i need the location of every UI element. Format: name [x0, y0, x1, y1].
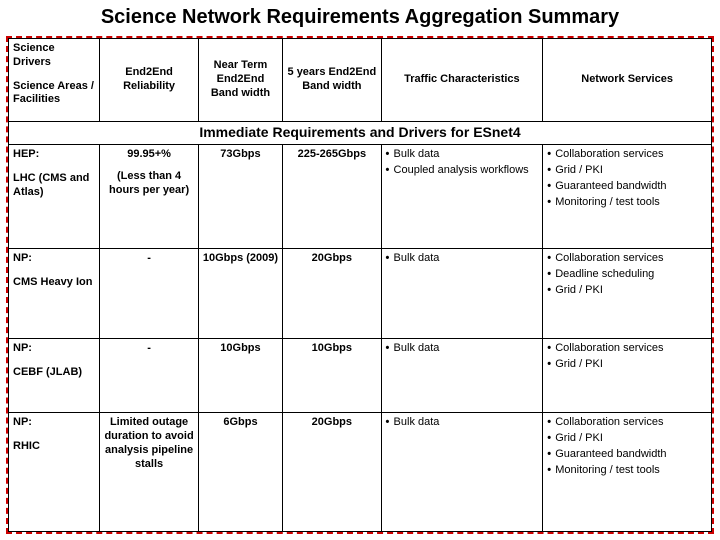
- service-item: Guaranteed bandwidth: [547, 180, 707, 194]
- service-item: Collaboration services: [547, 148, 707, 162]
- five-years-cell: 20Gbps: [283, 413, 381, 532]
- driver-category: NP:: [13, 252, 32, 264]
- service-item: Collaboration services: [547, 342, 707, 356]
- table-row: NP: CMS Heavy Ion-10Gbps (2009)20Gbps Bulk…: [9, 249, 712, 339]
- traffic-item: Bulk data: [386, 148, 539, 162]
- traffic-cell: Bulk data Coupled analysis workflows: [381, 145, 543, 249]
- reliability-value: -: [104, 252, 193, 266]
- header-five-years: 5 years End2End Band width: [283, 39, 381, 122]
- reliability-cell: Limited outage duration to avoid analysi…: [100, 413, 198, 532]
- services-cell: Collaboration services Grid / PKI Guarante…: [543, 413, 712, 532]
- header-services: Network Services: [543, 39, 712, 122]
- header-row: Science Drivers Science Areas / Faciliti…: [9, 39, 712, 122]
- reliability-cell: 99.95+% (Less than 4 hours per year): [100, 145, 198, 249]
- drivers-cell: NP: CMS Heavy Ion: [9, 249, 100, 339]
- reliability-value: -: [104, 342, 193, 356]
- page-title: Science Network Requirements Aggregation…: [0, 0, 720, 33]
- services-cell: Collaboration services Deadline schedulin…: [543, 249, 712, 339]
- services-cell: Collaboration services Grid / PKI: [543, 339, 712, 413]
- reliability-cell: -: [100, 249, 198, 339]
- drivers-cell: HEP: LHC (CMS and Atlas): [9, 145, 100, 249]
- traffic-cell: Bulk data: [381, 413, 543, 532]
- section-title: Immediate Requirements and Drivers for E…: [9, 121, 712, 145]
- service-item: Guaranteed bandwidth: [547, 448, 707, 462]
- traffic-cell: Bulk data: [381, 339, 543, 413]
- header-near-term: Near Term End2End Band width: [198, 39, 282, 122]
- driver-category: HEP:: [13, 148, 39, 160]
- table-row: NP:CEBF (JLAB)-10Gbps10GbpsBulk dataColl…: [9, 339, 712, 413]
- reliability-cell: -: [100, 339, 198, 413]
- near-term-cell: 10Gbps (2009): [198, 249, 282, 339]
- traffic-cell: Bulk data: [381, 249, 543, 339]
- traffic-item: Coupled analysis workflows: [386, 164, 539, 178]
- requirements-table: Science Drivers Science Areas / Faciliti…: [8, 38, 712, 532]
- driver-facility: CEBF (JLAB): [13, 366, 95, 380]
- drivers-cell: NP: RHIC: [9, 413, 100, 532]
- service-item: Monitoring / test tools: [547, 464, 707, 478]
- reliability-value: 99.95+%: [104, 148, 193, 162]
- section-row: Immediate Requirements and Drivers for E…: [9, 121, 712, 145]
- near-term-cell: 6Gbps: [198, 413, 282, 532]
- table-container: Science Drivers Science Areas / Faciliti…: [6, 36, 714, 534]
- driver-category: NP:: [13, 342, 32, 354]
- reliability-note: (Less than 4 hours per year): [104, 170, 193, 198]
- service-item: Monitoring / test tools: [547, 196, 707, 210]
- service-item: Grid / PKI: [547, 164, 707, 178]
- service-item: Grid / PKI: [547, 358, 707, 372]
- five-years-cell: 10Gbps: [283, 339, 381, 413]
- driver-facility: LHC (CMS and Atlas): [13, 172, 95, 200]
- traffic-item: Bulk data: [386, 252, 539, 266]
- service-item: Deadline scheduling: [547, 268, 707, 282]
- service-item: Grid / PKI: [547, 432, 707, 446]
- service-item: Collaboration services: [547, 416, 707, 430]
- header-drivers-b: Science Areas / Facilities: [13, 80, 95, 108]
- drivers-cell: NP: CEBF (JLAB): [9, 339, 100, 413]
- near-term-cell: 73Gbps: [198, 145, 282, 249]
- driver-facility: CMS Heavy Ion: [13, 276, 95, 290]
- five-years-cell: 225-265Gbps: [283, 145, 381, 249]
- near-term-cell: 10Gbps: [198, 339, 282, 413]
- header-reliability: End2End Reliability: [100, 39, 198, 122]
- header-drivers: Science Drivers Science Areas / Faciliti…: [9, 39, 100, 122]
- driver-facility: RHIC: [13, 440, 95, 454]
- traffic-item: Bulk data: [386, 342, 539, 356]
- traffic-item: Bulk data: [386, 416, 539, 430]
- table-row: NP: RHIC Limited outage duration to avoid …: [9, 413, 712, 532]
- service-item: Grid / PKI: [547, 284, 707, 298]
- driver-category: NP:: [13, 416, 32, 428]
- services-cell: Collaboration services Grid / PKI Guarante…: [543, 145, 712, 249]
- header-traffic: Traffic Characteristics: [381, 39, 543, 122]
- reliability-value: Limited outage duration to avoid analysi…: [104, 416, 193, 471]
- header-drivers-a: Science Drivers: [13, 42, 55, 68]
- service-item: Collaboration services: [547, 252, 707, 266]
- table-row: HEP: LHC (CMS and Atlas) 99.95+% (Less than…: [9, 145, 712, 249]
- five-years-cell: 20Gbps: [283, 249, 381, 339]
